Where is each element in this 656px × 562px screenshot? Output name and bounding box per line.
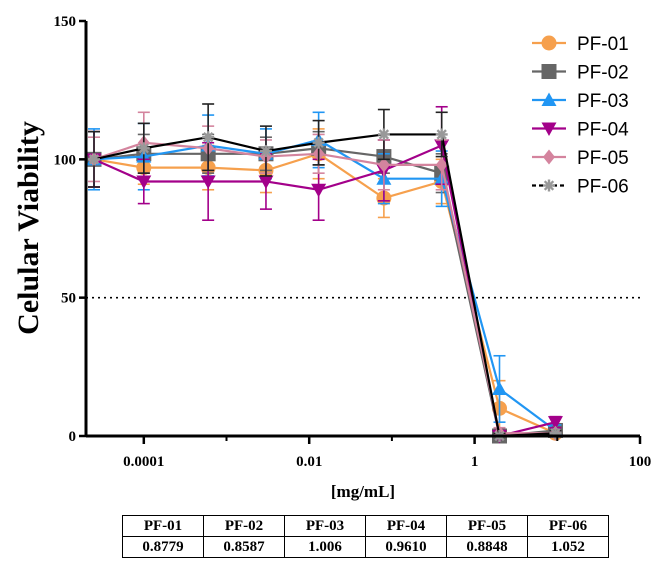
y-tick-label: 0 bbox=[69, 429, 77, 445]
legend-marker bbox=[543, 179, 555, 192]
legend-label: PF-06 bbox=[577, 177, 629, 198]
table-header-cell: PF-05 bbox=[446, 515, 528, 537]
y-tick-label: 50 bbox=[61, 291, 76, 307]
legend-item-PF-04: PF-04 bbox=[532, 120, 629, 141]
data-point bbox=[137, 142, 150, 155]
y-axis-title: Celular Viability bbox=[12, 121, 45, 335]
series-line bbox=[93, 141, 556, 435]
series-layer bbox=[86, 103, 563, 444]
series-PF-03 bbox=[86, 111, 563, 437]
table-header-cell: PF-06 bbox=[527, 515, 609, 537]
data-point bbox=[435, 128, 448, 141]
legend-marker bbox=[543, 149, 555, 165]
data-point bbox=[377, 157, 390, 173]
legend-marker bbox=[541, 35, 557, 51]
table-value-cell: 0.8587 bbox=[203, 536, 285, 558]
data-point bbox=[258, 175, 274, 189]
data-point bbox=[377, 128, 390, 141]
data-point bbox=[547, 416, 563, 430]
table-header-cell: PF-03 bbox=[284, 515, 366, 537]
viability-chart: 0 50 100 150 0.0001 0.01 1 100 [mg/mL] Celular … bbox=[12, 14, 652, 501]
legend-marker bbox=[541, 92, 557, 106]
legend-marker bbox=[541, 64, 557, 79]
table-header-cell: PF-01 bbox=[122, 515, 204, 537]
series-line bbox=[93, 152, 556, 435]
legend-item-PF-06: PF-06 bbox=[532, 177, 629, 198]
table-value-cell: 0.8848 bbox=[446, 536, 528, 558]
legend-label: PF-03 bbox=[577, 91, 629, 112]
series-PF-06 bbox=[88, 103, 562, 442]
legend-label: PF-04 bbox=[577, 120, 629, 141]
series-line bbox=[93, 133, 556, 438]
ic50-table-header-row: PF-01 PF-02 PF-03 PF-04 PF-05 PF-06 bbox=[122, 515, 609, 537]
series-line bbox=[93, 143, 556, 438]
legend-item-PF-05: PF-05 bbox=[532, 148, 629, 169]
asterisk-stroke bbox=[260, 145, 272, 157]
axes-layer bbox=[84, 21, 640, 438]
data-point bbox=[88, 153, 101, 166]
data-point bbox=[259, 145, 272, 158]
table-header-cell: PF-04 bbox=[365, 515, 447, 537]
y-tick-label: 150 bbox=[54, 14, 77, 30]
data-point bbox=[491, 381, 507, 395]
data-point bbox=[136, 175, 152, 189]
table-value-cell: 0.9610 bbox=[365, 536, 447, 558]
ic50-table: PF-01 PF-02 PF-03 PF-04 PF-05 PF-06 0.87… bbox=[122, 515, 609, 558]
table-header-cell: PF-02 bbox=[203, 515, 285, 537]
data-point bbox=[200, 175, 216, 189]
x-tick-label: 0.0001 bbox=[123, 454, 164, 470]
legend-label: PF-01 bbox=[577, 34, 629, 55]
legend-item-PF-01: PF-01 bbox=[532, 34, 629, 55]
legend-label: PF-02 bbox=[577, 63, 629, 84]
ticks-layer: 0 50 100 150 0.0001 0.01 1 100 bbox=[54, 14, 652, 470]
data-point bbox=[312, 136, 325, 149]
asterisk-stroke bbox=[202, 132, 214, 143]
x-tick-label: 100 bbox=[629, 454, 652, 470]
data-point bbox=[311, 183, 327, 198]
legend-item-PF-03: PF-03 bbox=[532, 91, 629, 112]
data-point bbox=[202, 131, 215, 144]
asterisk-stroke bbox=[378, 129, 390, 140]
series-line bbox=[93, 138, 557, 432]
ic50-table-value-row: 0.8779 0.8587 1.006 0.9610 0.8848 1.052 bbox=[122, 536, 609, 558]
y-tick-label: 100 bbox=[54, 152, 77, 168]
asterisk-stroke bbox=[313, 137, 324, 148]
asterisk-stroke bbox=[138, 143, 149, 154]
x-tick-label: 0.01 bbox=[296, 454, 322, 470]
asterisk-stroke bbox=[436, 129, 447, 140]
legend: PF-01 PF-02 PF-03 PF-04 PF-05 PF-06 bbox=[532, 34, 629, 198]
legend-marker bbox=[541, 122, 557, 136]
asterisk-stroke bbox=[543, 180, 555, 191]
table-value-cell: 0.8779 bbox=[122, 536, 204, 558]
x-axis-title: [mg/mL] bbox=[331, 482, 395, 501]
series-line bbox=[93, 147, 556, 438]
legend-item-PF-02: PF-02 bbox=[532, 63, 629, 84]
legend-label: PF-05 bbox=[577, 148, 629, 169]
asterisk-stroke bbox=[88, 154, 100, 165]
table-value-cell: 1.006 bbox=[284, 536, 366, 558]
table-value-cell: 1.052 bbox=[527, 536, 609, 558]
data-point bbox=[435, 157, 448, 173]
x-tick-label: 1 bbox=[471, 454, 479, 470]
